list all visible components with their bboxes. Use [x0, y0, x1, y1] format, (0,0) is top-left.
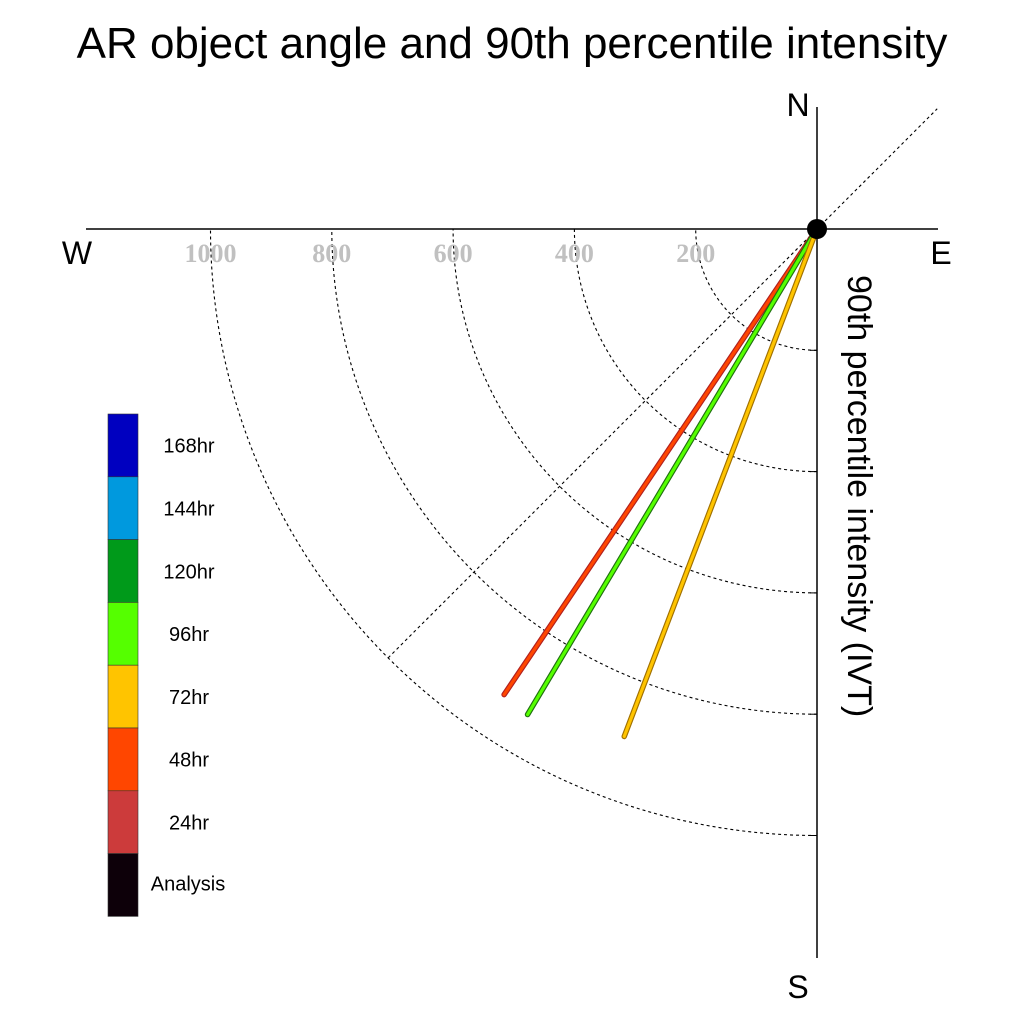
radial-tick-label-800: 800 — [312, 239, 351, 268]
legend-label-96hr: 96hr — [169, 624, 209, 646]
origin-marker — [807, 219, 827, 239]
compass-west-label: W — [62, 235, 93, 271]
grid-layer — [209, 108, 938, 837]
radial-grid-ring-200 — [695, 228, 818, 351]
legend-swatch-120hr — [107, 539, 139, 603]
radial-axis-title: 90th percentile intensity (IVT) — [840, 275, 878, 717]
radial-tick-label-200: 200 — [676, 239, 715, 268]
legend-label-48hr: 48hr — [169, 750, 209, 772]
legend-swatch-24hr — [107, 790, 139, 854]
radial-tick-label-400: 400 — [555, 239, 594, 268]
legend-label-72hr: 72hr — [169, 687, 209, 709]
legend-label-24hr: 24hr — [169, 812, 209, 834]
legend-swatch-48hr — [107, 727, 139, 792]
legend-swatch-Analysis — [107, 853, 139, 917]
series-layer — [501, 226, 820, 740]
series-line-96hr — [525, 227, 819, 717]
chart-title: AR object angle and 90th percentile inte… — [77, 19, 948, 68]
compass-south-label: S — [787, 969, 808, 1005]
legend-label-120hr: 120hr — [163, 561, 214, 583]
legend-swatch-144hr — [107, 476, 139, 540]
legend-label-144hr: 144hr — [163, 498, 214, 520]
radial-grid-ring-400 — [573, 228, 818, 473]
legend-swatch-72hr — [107, 664, 139, 729]
legend-label-168hr: 168hr — [163, 436, 214, 458]
ring-label-layer: 200 400 600 800 1000 — [185, 239, 716, 268]
legend: 168hr 144hr 120hr 96hr 72hr 48hr 24hr Analysis — [107, 413, 225, 917]
legend-swatch-96hr — [107, 602, 139, 666]
series-line-72hr — [622, 227, 819, 739]
legend-label-Analysis: Analysis — [151, 873, 225, 895]
radial-grid-ring-800 — [331, 228, 818, 715]
radial-grid-ring-600 — [452, 228, 818, 594]
radial-tick-label-1000: 1000 — [185, 239, 237, 268]
legend-swatch-168hr — [107, 413, 139, 478]
compass-east-label: E — [930, 235, 951, 271]
radial-tick-label-600: 600 — [434, 239, 473, 268]
compass-north-label: N — [786, 87, 809, 123]
series-line-48hr — [502, 227, 819, 697]
